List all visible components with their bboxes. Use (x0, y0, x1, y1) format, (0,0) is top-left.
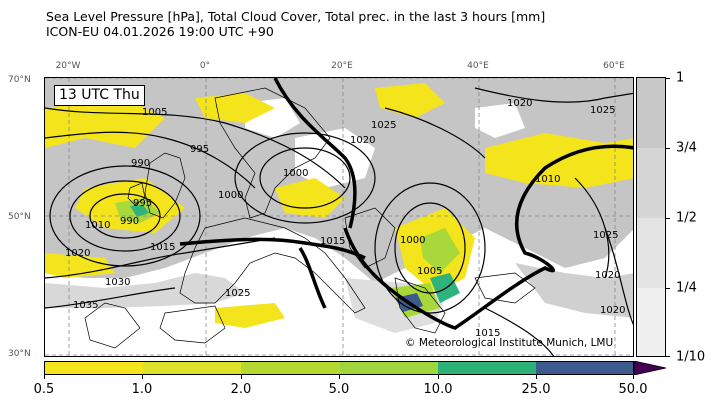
precip-bar-tick (633, 375, 634, 379)
coastlines (84, 87, 536, 349)
isobar-label: 1010 (85, 220, 110, 231)
isobar-label: 1015 (475, 328, 500, 339)
isobar-label: 1035 (73, 300, 98, 311)
lat-label-30n: 30°N (8, 349, 31, 359)
precip-bar-segment (143, 362, 241, 374)
precip-bar-segment (340, 362, 438, 374)
isobar-label: 1020 (65, 248, 90, 259)
graticule (45, 78, 633, 356)
isobar-label: 1025 (593, 230, 618, 241)
isobar-label: 1000 (283, 168, 308, 179)
precip-bar-label: 10.0 (423, 382, 453, 397)
isobar-label: 1025 (371, 120, 396, 131)
isobar-label: 990 (131, 158, 150, 169)
isobar-label: 1020 (600, 305, 625, 316)
isobar-label: 1020 (507, 98, 532, 109)
cloud-cover-colorbar (636, 77, 666, 357)
precip-bar-label: 1.0 (131, 382, 153, 397)
precip-bar-tick (44, 375, 45, 379)
isobars (45, 87, 633, 356)
precip-bar-tick (241, 375, 242, 379)
cloud-bar-tick (666, 78, 670, 79)
isobar-label: 1025 (225, 288, 250, 299)
isobar-label: 990 (120, 216, 139, 227)
map-title-line2: ICON-EU 04.01.2026 19:00 UTC +90 (46, 24, 274, 39)
precip-bar-tick (438, 375, 439, 379)
weather-map: 1005 1025 1020 1020 1025 990 995 1000 10… (44, 77, 634, 357)
valid-time-label: 13 UTC Thu (54, 85, 145, 106)
isobar-label: 1000 (218, 190, 243, 201)
cloud-bar-label: 1/4 (676, 280, 697, 296)
cloud-bar-label: 1 (676, 70, 685, 86)
cloud-bar-segment (637, 148, 665, 218)
precip-bar-segment (45, 362, 143, 374)
cloud-bar-label: 1/2 (676, 210, 697, 226)
map-title-line1: Sea Level Pressure [hPa], Total Cloud Co… (46, 9, 546, 24)
lon-label-60e: 60°E (603, 61, 625, 71)
precip-colorbar (44, 361, 634, 375)
cloud-bar-label: 3/4 (676, 140, 697, 156)
precip-bar-label: 50.0 (618, 382, 648, 397)
precip-bar-tick (536, 375, 537, 379)
isobar-label: 1000 (400, 235, 425, 246)
precip-bar-label: 25.0 (521, 382, 551, 397)
lon-label-20e: 20°E (331, 61, 353, 71)
isobar-label: 995 (190, 144, 209, 155)
thick-isobars (179, 78, 633, 330)
precip-bar-label: 2.0 (230, 382, 252, 397)
credit-text: © Meteorological Institute Munich, LMU (405, 337, 614, 349)
precip-bar-label: 5.0 (328, 382, 350, 397)
precip-bar-label: 0.5 (33, 382, 55, 397)
isobar-label: 1005 (142, 107, 167, 118)
isobar-label: 1020 (595, 270, 620, 281)
isobar-label: 1005 (417, 266, 442, 277)
isobar-label: 1015 (150, 242, 175, 253)
cloud-bar-segment (637, 288, 665, 356)
cloud-bar-tick (666, 218, 670, 219)
isobar-label: 1025 (590, 105, 615, 116)
cloud-bar-tick (666, 148, 670, 149)
isobar-label: 1030 (105, 277, 130, 288)
lon-label-0: 0° (199, 61, 211, 71)
lon-label-20w: 20°W (55, 61, 81, 71)
cloud-bar-label: 1/10 (676, 349, 706, 365)
isobar-label: 995 (133, 198, 152, 209)
precip-bar-segment (438, 362, 536, 374)
lat-label-70n: 70°N (8, 75, 31, 85)
cloud-bar-tick (666, 356, 670, 357)
cloud-bar-tick (666, 288, 670, 289)
precip-bar-tick (339, 375, 340, 379)
lat-label-50n: 50°N (8, 212, 31, 222)
precip-colorbar-extend-arrow (634, 361, 667, 375)
precipitation-layer (45, 83, 633, 328)
isobar-label: 1015 (320, 236, 345, 247)
cloud-bar-segment (637, 218, 665, 288)
precip-bar-tick (142, 375, 143, 379)
precip-bar-segment (241, 362, 340, 374)
cloud-bar-segment (637, 78, 665, 148)
isobar-labels: 1005 1025 1020 1020 1025 990 995 1000 10… (65, 98, 625, 339)
isobar-label: 1020 (350, 135, 375, 146)
precip-bar-segment (536, 362, 633, 374)
isobar-label: 1010 (535, 174, 560, 185)
lon-label-40e: 40°E (467, 61, 489, 71)
